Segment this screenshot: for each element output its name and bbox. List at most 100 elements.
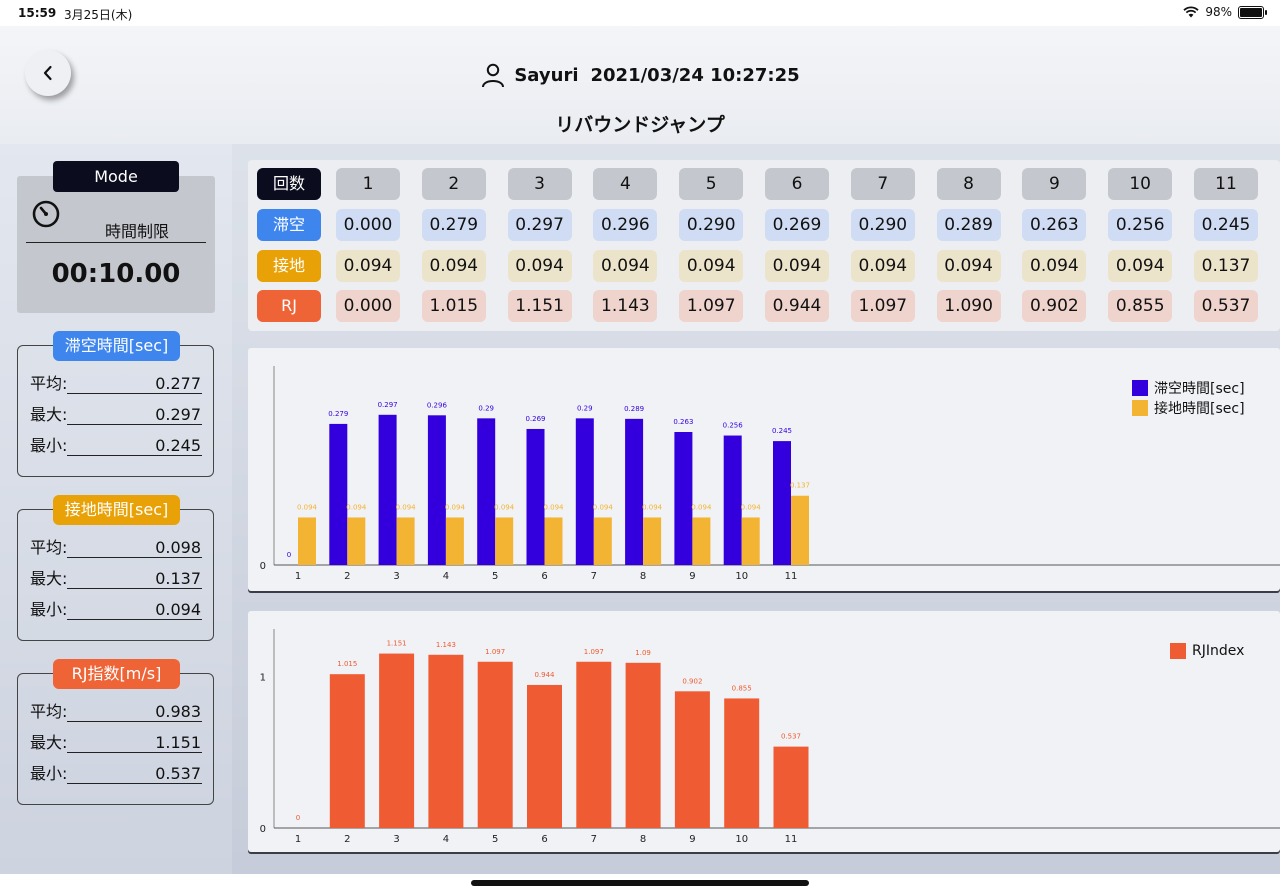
data-label: 0.279 — [328, 410, 348, 418]
stat-value: 0.098 — [67, 538, 202, 558]
bar — [347, 517, 366, 565]
data-label: 0.289 — [624, 405, 644, 413]
x-tick-label: 7 — [591, 834, 597, 845]
table-cell: 0.290 — [679, 209, 744, 241]
bar — [445, 517, 464, 565]
stat-label: 最小: — [30, 600, 68, 619]
x-tick-label: 4 — [443, 571, 449, 582]
data-label: 0.137 — [790, 482, 810, 490]
data-label: 0.256 — [723, 422, 744, 430]
table-cell: 0.094 — [936, 250, 1001, 282]
stat-value: 0.983 — [67, 702, 202, 722]
legend-label: 滞空時間[sec] — [1154, 381, 1245, 397]
data-label: 0.944 — [534, 671, 555, 679]
x-tick-label: 2 — [344, 571, 350, 582]
bar — [495, 517, 514, 565]
bar — [526, 428, 545, 565]
stat-row-max: 最大: 0.297 — [30, 401, 202, 425]
bar — [477, 661, 513, 828]
stat-label: 最大: — [30, 569, 68, 588]
bar — [773, 441, 791, 565]
table-cell: 0.094 — [1022, 250, 1087, 282]
count-cell: 6 — [765, 168, 829, 200]
right-panel: 回数 1 2 3 4 5 6 7 8 9 10 11 滞空 0.000 0.279 0.297 0.296 0.2… — [232, 144, 1280, 874]
table-cell: 0.094 — [507, 250, 572, 282]
data-label: 1.097 — [485, 648, 505, 656]
x-tick-label: 10 — [735, 834, 748, 845]
data-label: 0.263 — [673, 418, 693, 426]
stat-value: 1.151 — [67, 733, 202, 753]
table-cell: 1.151 — [507, 290, 572, 322]
table-cell: 0.094 — [679, 250, 744, 282]
stat-box-contact-time: 接地時間[sec] 平均: 0.098 最大: 0.137 最小: 0.094 — [17, 495, 214, 641]
stat-row-min: 最小: 0.245 — [30, 432, 202, 456]
count-header: 回数 — [257, 168, 321, 200]
data-label: 1.151 — [387, 640, 407, 648]
bar — [625, 418, 644, 565]
data-label: 0.094 — [297, 503, 318, 511]
stat-value: 0.137 — [67, 569, 202, 589]
chart-svg: 0100.09420.2790.09430.2970.09440.2960.09… — [260, 366, 1280, 582]
y-tick-label: 0 — [260, 824, 266, 835]
stat-row-max: 最大: 1.151 — [30, 729, 202, 753]
data-label: 0.094 — [396, 503, 417, 511]
data-label: 0.297 — [378, 401, 398, 409]
legend-swatch — [1170, 643, 1186, 659]
x-tick-label: 9 — [689, 834, 695, 845]
stat-value: 0.297 — [67, 405, 202, 425]
bar — [544, 517, 563, 565]
count-cell: 11 — [1194, 168, 1258, 200]
status-right: 98% — [1183, 5, 1267, 19]
wifi-icon — [1183, 6, 1199, 18]
home-indicator[interactable] — [471, 880, 809, 886]
rj-chart: 0 1 1 0 2 1.015 3 1.151 4 1.143 5 1.097 6 0.944 7 1.097… — [248, 611, 1280, 852]
x-tick-label: 3 — [393, 834, 399, 845]
count-cell: 8 — [936, 168, 1001, 200]
bar — [378, 414, 397, 565]
bar — [692, 517, 711, 565]
data-label: 0.537 — [781, 733, 801, 741]
data-label: 0.902 — [682, 677, 702, 685]
stat-title: 接地時間[sec] — [53, 495, 180, 525]
table-cell: 0.855 — [1108, 290, 1173, 322]
stat-label: 平均: — [30, 538, 68, 557]
x-tick-label: 8 — [640, 571, 646, 582]
data-label: 0.094 — [346, 503, 367, 511]
table-cell: 0.094 — [1108, 250, 1173, 282]
table-cell: 0.289 — [936, 209, 1001, 241]
count-cell: 4 — [593, 168, 658, 200]
count-cell: 1 — [336, 168, 400, 200]
data-label: 0.094 — [642, 503, 663, 511]
stat-row-max: 最大: 0.137 — [30, 565, 202, 589]
data-label: 0.094 — [494, 503, 515, 511]
x-tick-label: 6 — [541, 571, 547, 582]
table-cell: 0.094 — [765, 250, 829, 282]
data-label: 0.245 — [772, 427, 792, 435]
table-cell: 0.137 — [1194, 250, 1258, 282]
x-tick-label: 5 — [492, 571, 498, 582]
stat-value: 0.245 — [67, 436, 202, 456]
count-cell: 9 — [1022, 168, 1087, 200]
stat-value: 0.094 — [67, 600, 202, 620]
x-tick-label: 11 — [785, 834, 798, 845]
table-cell: 1.097 — [679, 290, 744, 322]
back-button[interactable] — [25, 50, 71, 96]
x-tick-label: 11 — [785, 571, 798, 582]
x-tick-label: 10 — [735, 571, 748, 582]
count-cell: 5 — [679, 168, 744, 200]
data-label: 1.015 — [337, 660, 357, 668]
stat-value: 0.277 — [67, 374, 202, 394]
data-label: 0 — [287, 551, 291, 559]
battery-percent: 98% — [1205, 5, 1232, 19]
table-cell: 0.279 — [421, 209, 486, 241]
table-cell: 1.015 — [421, 290, 486, 322]
status-time: 15:59 — [18, 6, 57, 20]
x-tick-label: 6 — [541, 834, 547, 845]
table-cell: 0.944 — [765, 290, 829, 322]
bar — [477, 418, 496, 565]
bar — [527, 684, 562, 828]
table-cell: 1.097 — [850, 290, 915, 322]
legend-swatch — [1132, 380, 1148, 396]
bar — [575, 418, 594, 565]
table-cell: 0.245 — [1194, 209, 1258, 241]
